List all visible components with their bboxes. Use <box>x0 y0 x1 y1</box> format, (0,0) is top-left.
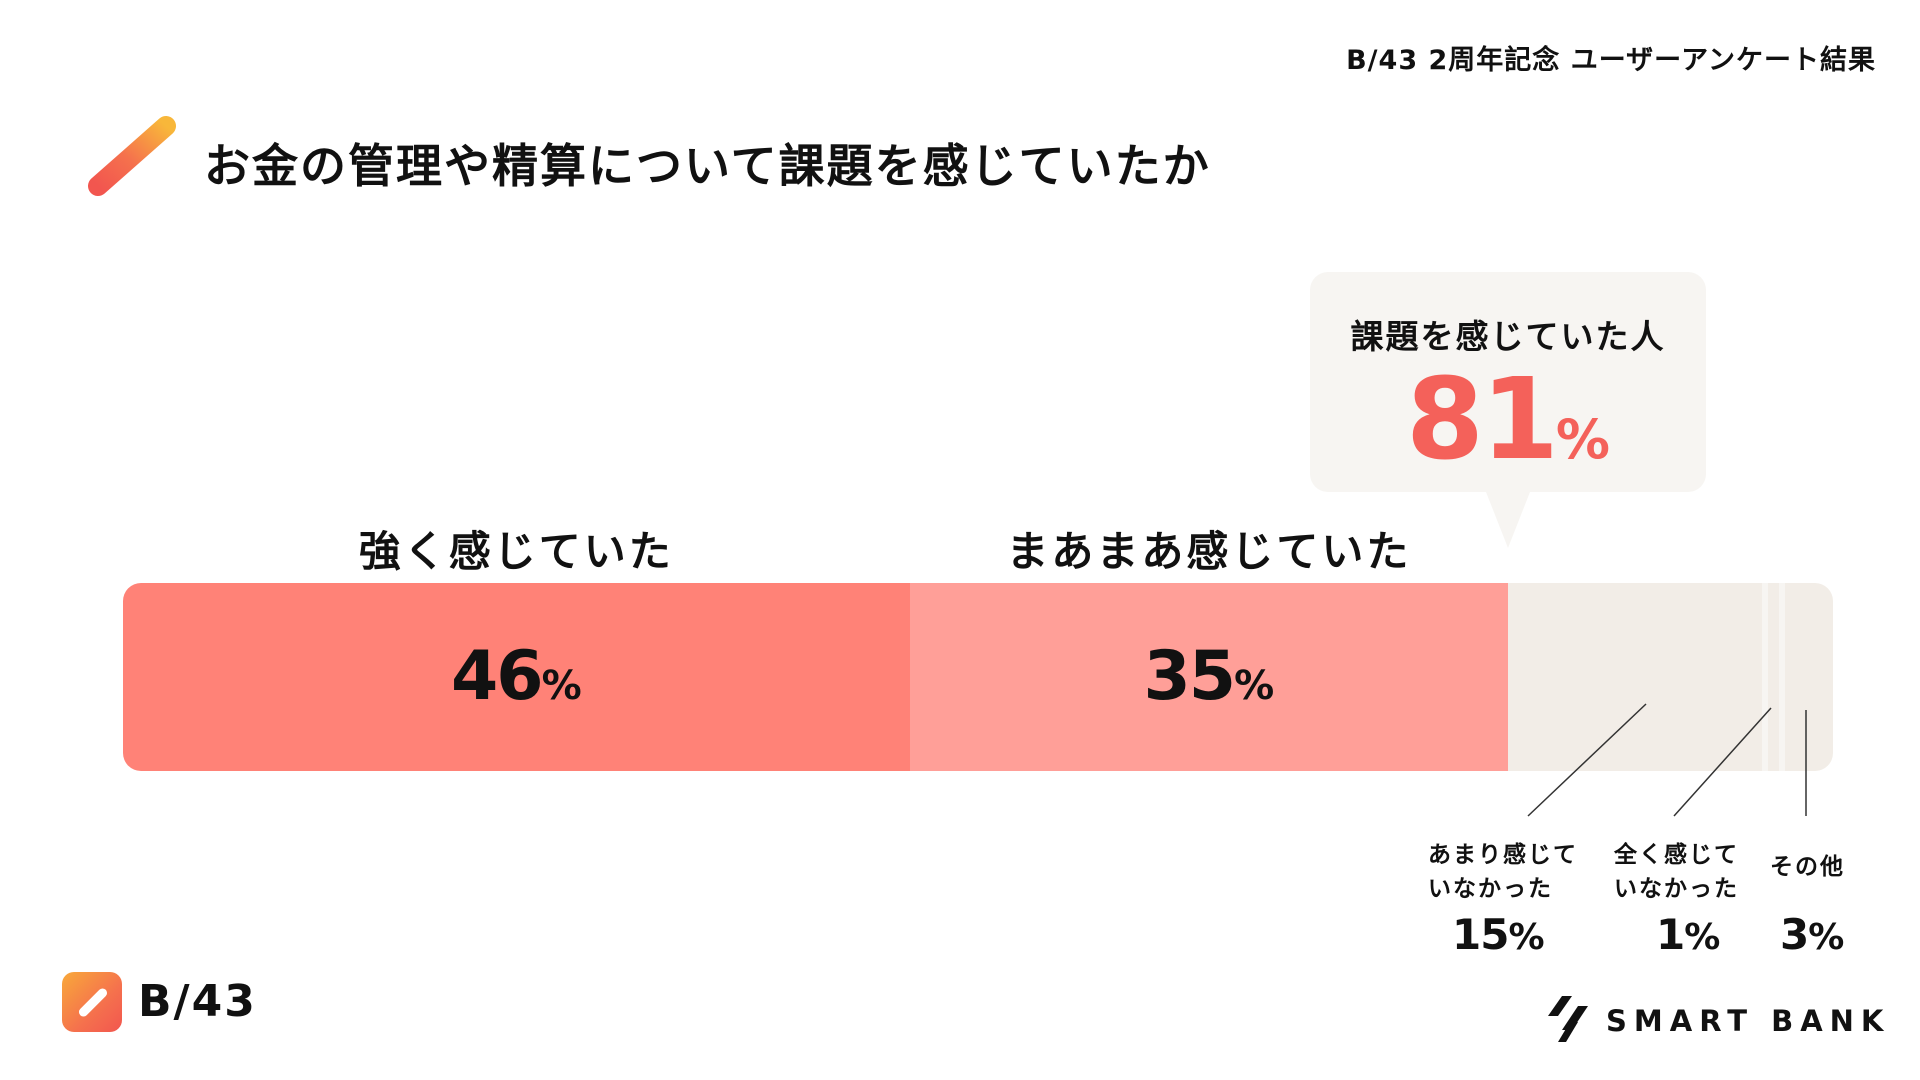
bar-value-strong: 46% <box>451 643 582 711</box>
bar-segment-strong: 46% <box>123 583 910 771</box>
segment-label-strong: 強く感じていた <box>358 527 674 576</box>
value-unit: % <box>1508 917 1545 958</box>
bar-segment-somewhat: 35% <box>909 583 1509 771</box>
bar-value-unit: % <box>1234 663 1275 709</box>
label-not-much: あまり感じて いなかった <box>1428 842 1578 902</box>
value-number: 3 <box>1780 910 1809 959</box>
value-unit: % <box>1684 917 1721 958</box>
stacked-bar: 46% 35% <box>123 583 1833 771</box>
bar-separator <box>1778 583 1785 771</box>
value-number: 1 <box>1656 910 1685 959</box>
title-accent-icon <box>88 116 176 196</box>
callout-value: 81% <box>1310 364 1706 476</box>
value-number: 15 <box>1452 910 1509 959</box>
bar-value-unit: % <box>541 663 582 709</box>
value-not-much: 15% <box>1452 914 1545 956</box>
segment-label-somewhat: まあまあ感じていた <box>1006 527 1412 576</box>
value-not-at-all: 1% <box>1656 914 1720 956</box>
bar-value-number: 46 <box>450 637 544 716</box>
smartbank-logo-icon <box>1548 996 1588 1042</box>
callout-number: 81 <box>1406 355 1559 485</box>
leader-line-not-at-all <box>1673 707 1772 817</box>
leader-line-not-much <box>1527 703 1647 817</box>
company-name: SMART BANK <box>1606 1004 1891 1038</box>
value-unit: % <box>1808 917 1845 958</box>
callout-unit: % <box>1555 408 1610 471</box>
callout-bubble: 課題を感じていた人 81% <box>1310 272 1706 548</box>
survey-header-note: B/43 2周年記念 ユーザーアンケート結果 <box>1346 45 1876 76</box>
label-other: その他 <box>1770 854 1845 880</box>
bar-value-number: 35 <box>1143 637 1236 716</box>
page-title: お金の管理や精算について課題を感じていたか <box>204 139 1211 193</box>
bar-segment-low-group <box>1508 583 1833 771</box>
b43-logo-icon <box>62 972 122 1032</box>
value-other: 3% <box>1780 914 1844 956</box>
label-not-at-all: 全く感じて いなかった <box>1614 842 1739 902</box>
bar-separator <box>1761 583 1768 771</box>
bar-value-somewhat: 35% <box>1143 643 1274 711</box>
b43-logo-text: B/43 <box>138 976 257 1027</box>
callout-label: 課題を感じていた人 <box>1350 317 1666 356</box>
